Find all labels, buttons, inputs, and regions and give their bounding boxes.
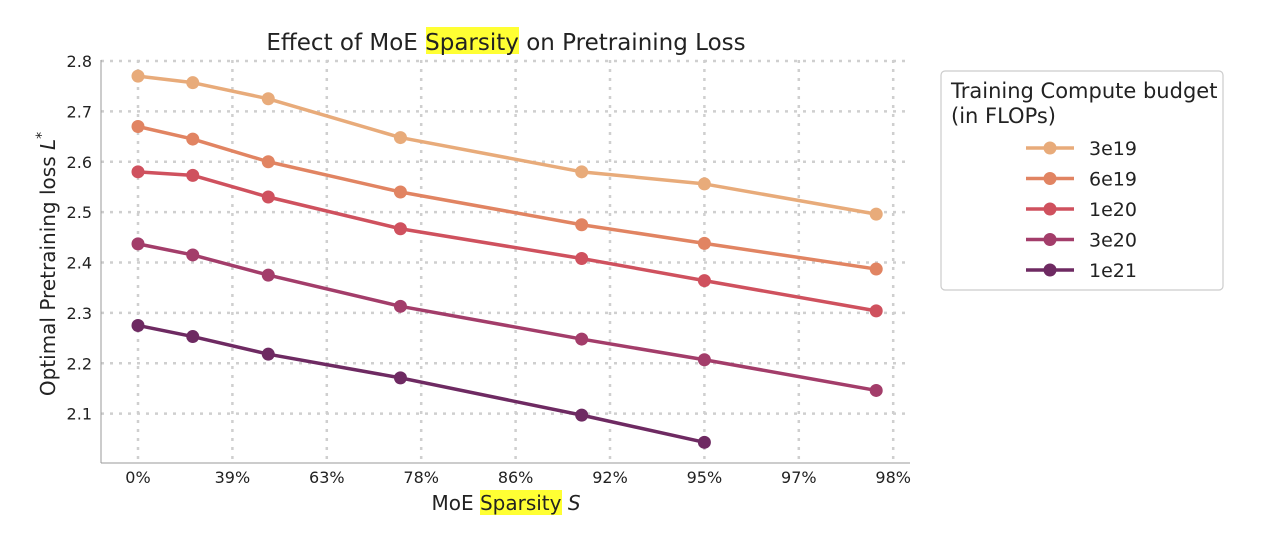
- series-1e20: [131, 165, 883, 318]
- data-point: [186, 168, 200, 182]
- y-tick-label: 2.6: [67, 153, 92, 172]
- x-tick-label: 63%: [309, 468, 345, 487]
- data-point: [869, 207, 883, 221]
- legend-label: 3e19: [1089, 138, 1137, 160]
- legend: Training Compute budget (in FLOPs) 3e19 6…: [940, 70, 1224, 291]
- data-point: [261, 155, 275, 169]
- data-point: [575, 218, 589, 232]
- legend-item-6e19: 6e19: [1026, 169, 1137, 191]
- data-point: [697, 177, 711, 191]
- data-point: [186, 76, 200, 90]
- chart-title-text: Effect of MoE Sparsity on Pretraining Lo…: [266, 30, 745, 56]
- legend-title-line-1: Training Compute budget: [950, 79, 1217, 103]
- y-tick-labels: 2.1 2.2 2.3 2.4 2.5 2.6 2.7 2.8: [67, 52, 92, 424]
- xlabel-highlight: [480, 490, 562, 515]
- legend-item-3e19: 3e19: [1026, 138, 1137, 160]
- data-point: [131, 119, 145, 133]
- data-point: [131, 165, 145, 179]
- legend-swatch-marker: [1043, 172, 1057, 185]
- data-point: [131, 318, 145, 332]
- data-point: [393, 131, 407, 145]
- series-line: [137, 323, 705, 445]
- x-tick-label: 98%: [875, 468, 911, 487]
- y-tick-label: 2.8: [67, 52, 92, 71]
- data-point: [261, 92, 275, 106]
- data-point: [697, 435, 711, 449]
- data-point: [697, 236, 711, 250]
- data-point: [697, 353, 711, 367]
- data-point: [186, 132, 200, 146]
- x-tick-label: 92%: [592, 468, 628, 487]
- x-tick-labels: 0% 39% 63% 78% 86% 92% 95% 97% 98%: [125, 468, 911, 487]
- series-line: [137, 74, 877, 216]
- y-axis-title: Optimal Pretraining loss L*: [34, 132, 60, 396]
- data-point: [393, 299, 407, 313]
- legend-label: 1e21: [1089, 260, 1137, 282]
- axes: [100, 60, 910, 464]
- legend-item-1e20: 1e20: [1026, 199, 1137, 221]
- legend-item-1e21: 1e21: [1026, 260, 1137, 282]
- y-tick-label: 2.5: [67, 203, 92, 222]
- data-point: [186, 330, 200, 344]
- grid-lines: [101, 59, 910, 463]
- data-point: [261, 268, 275, 282]
- data-point: [869, 262, 883, 276]
- data-point: [575, 408, 589, 422]
- legend-items: 3e19 6e19 1e20 3e20 1e21: [1026, 138, 1137, 282]
- x-axis-title: MoE Sparsity S: [431, 490, 581, 515]
- data-point: [575, 165, 589, 179]
- x-tick-label: 95%: [687, 468, 723, 487]
- x-axis-title-text: MoE Sparsity S: [431, 491, 580, 515]
- data-point: [186, 248, 200, 262]
- y-tick-label: 2.3: [67, 304, 92, 323]
- series-1e21: [131, 318, 711, 449]
- data-point: [869, 383, 883, 397]
- legend-label: 6e19: [1089, 169, 1137, 191]
- chart-title: Effect of MoE Sparsity on Pretraining Lo…: [266, 27, 746, 56]
- x-tick-label: 0%: [125, 468, 150, 487]
- series-3e20: [131, 237, 883, 397]
- series-lines: [131, 69, 883, 449]
- legend-item-3e20: 3e20: [1026, 230, 1137, 252]
- series-line: [137, 242, 877, 393]
- data-point: [131, 237, 145, 251]
- data-point: [131, 69, 145, 83]
- legend-title-line-2: (in FLOPs): [951, 104, 1056, 128]
- data-point: [575, 251, 589, 265]
- y-tick-label: 2.7: [67, 102, 92, 121]
- legend-box: [940, 70, 1224, 291]
- series-6e19: [131, 119, 883, 276]
- legend-swatch-marker: [1043, 233, 1057, 246]
- legend-label: 3e20: [1089, 230, 1137, 252]
- legend-label: 1e20: [1089, 199, 1137, 221]
- data-point: [393, 185, 407, 199]
- legend-swatch-marker: [1043, 202, 1057, 216]
- legend-swatch-marker: [1043, 263, 1057, 277]
- y-tick-label: 2.1: [67, 405, 92, 424]
- legend-swatch-marker: [1043, 141, 1057, 155]
- data-point: [575, 332, 589, 346]
- data-point: [393, 371, 407, 385]
- series-3e19: [131, 69, 883, 221]
- data-point: [261, 190, 275, 204]
- x-tick-label: 86%: [498, 468, 534, 487]
- data-point: [697, 274, 711, 288]
- series-line: [137, 170, 877, 313]
- x-tick-label: 78%: [403, 468, 439, 487]
- data-point: [261, 347, 275, 361]
- data-point: [393, 222, 407, 236]
- data-point: [869, 304, 883, 318]
- title-highlight: [426, 27, 519, 54]
- x-tick-label: 97%: [781, 468, 817, 487]
- x-tick-label: 39%: [215, 468, 251, 487]
- y-tick-label: 2.4: [67, 254, 92, 273]
- y-tick-label: 2.2: [67, 354, 92, 373]
